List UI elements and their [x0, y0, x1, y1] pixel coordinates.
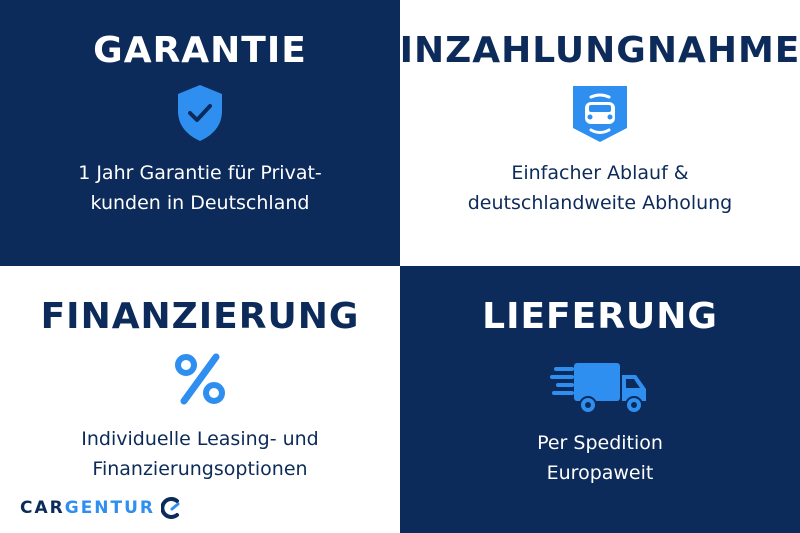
desc-line: Individuelle Leasing- und — [81, 428, 319, 450]
tile-finanzierung: FINANZIERUNG Individuelle Leasing- und F… — [0, 266, 400, 533]
desc-line: 1 Jahr Garantie für Privat- — [78, 162, 322, 184]
tile-description: Einfacher Ablauf & deutschlandweite Abho… — [468, 158, 733, 218]
tile-inzahlungnahme: INZAHLUNGNAHME Einfacher Ablauf & deutsc… — [400, 0, 800, 266]
tile-title: FINANZIERUNG — [40, 296, 360, 337]
desc-line: Finanzierungsoptionen — [92, 458, 308, 480]
tile-description: 1 Jahr Garantie für Privat- kunden in De… — [78, 158, 322, 218]
logo-c-icon — [161, 497, 180, 519]
desc-line: Einfacher Ablauf & — [511, 162, 689, 184]
delivery-truck-icon — [550, 356, 650, 418]
logo-text: CARGENTUR — [20, 498, 156, 518]
tile-title: GARANTIE — [93, 30, 307, 71]
tile-title: LIEFERUNG — [482, 296, 718, 337]
cargentur-logo: CARGENTUR — [20, 497, 181, 519]
desc-line: deutschlandweite Abholung — [467, 192, 733, 214]
tile-lieferung: LIEFERUNG Per Spedition Europaweit — [400, 266, 800, 533]
tile-garantie: GARANTIE 1 Jahr Garantie für Privat- kun… — [0, 0, 400, 266]
desc-line: kunden in Deutschland — [90, 192, 310, 214]
percent-icon — [172, 348, 228, 410]
tile-title: INZAHLUNGNAHME — [399, 30, 800, 71]
desc-line: Europaweit — [546, 462, 654, 484]
shield-check-icon — [175, 82, 225, 144]
tile-description: Individuelle Leasing- und Finanzierungso… — [81, 424, 319, 484]
tile-description: Per Spedition Europaweit — [537, 428, 663, 488]
desc-line: Per Spedition — [537, 432, 663, 454]
car-badge-icon — [569, 82, 631, 144]
